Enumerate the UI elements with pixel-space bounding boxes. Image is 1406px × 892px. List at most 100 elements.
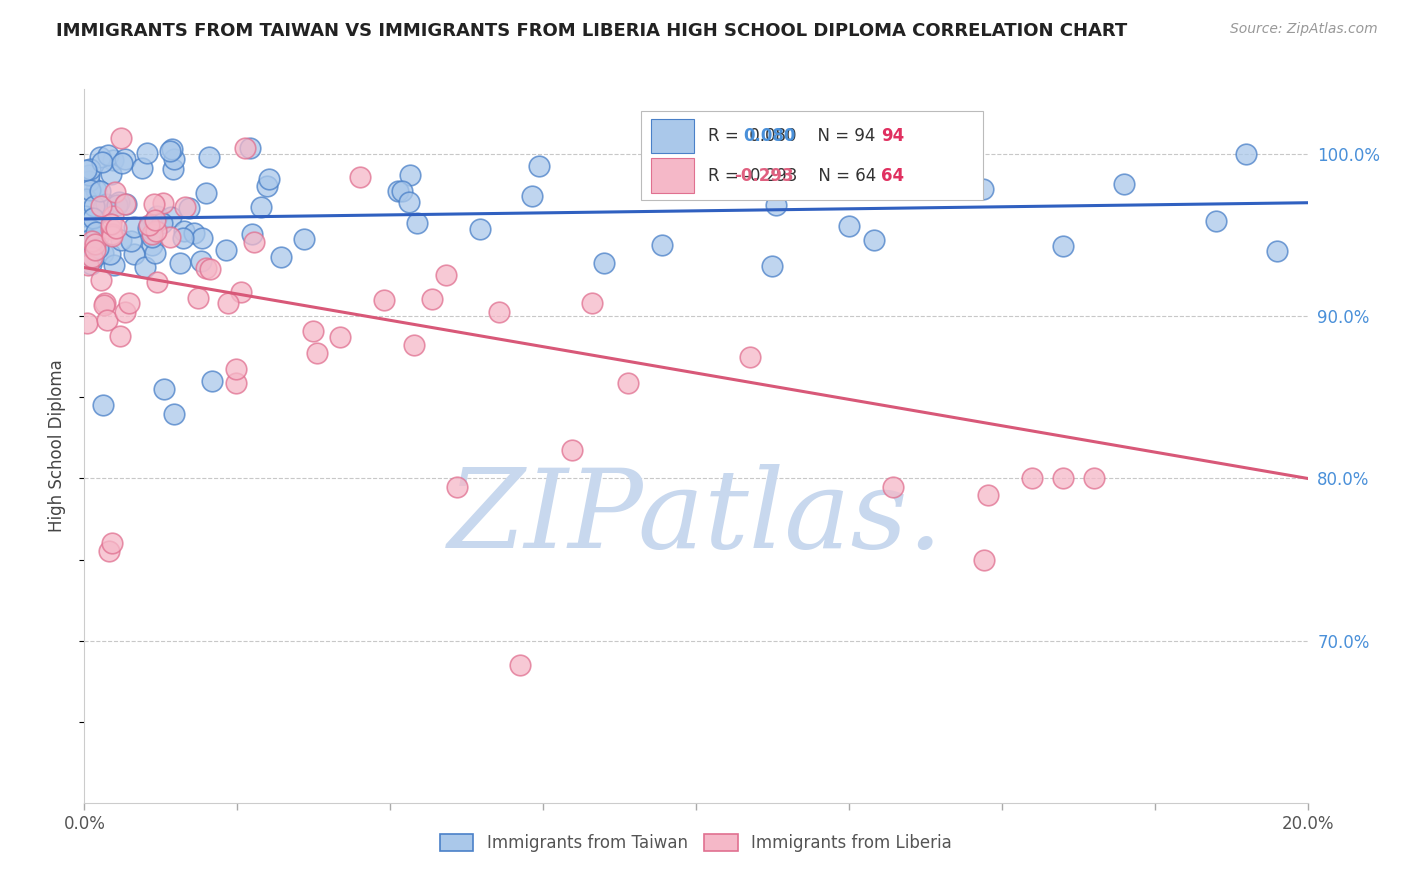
Point [79,222,101,236]
Point [838,219,860,233]
Point [120,234,142,248]
Point [90,273,112,287]
Point [183,226,205,240]
Point [96,203,118,218]
Point [103,153,125,167]
Point [141,238,163,252]
Point [134,260,156,274]
Legend: Immigrants from Taiwan, Immigrants from Liberia: Immigrants from Taiwan, Immigrants from … [433,827,959,859]
Point [882,479,904,493]
Point [292,232,315,246]
Point [91,201,114,215]
Point [79,183,101,197]
Point [1236,146,1258,161]
Point [105,198,128,212]
Point [91,399,114,413]
Point [617,376,640,390]
Point [700,178,723,193]
Point [84,183,107,197]
Point [122,247,145,261]
Text: ZIPatlas.: ZIPatlas. [449,464,943,571]
Point [373,293,395,308]
Point [90,198,112,212]
Point [651,238,673,252]
Point [973,552,995,566]
Point [446,479,468,493]
Text: IMMIGRANTS FROM TAIWAN VS IMMIGRANTS FROM LIBERIA HIGH SCHOOL DIPLOMA CORRELATIO: IMMIGRANTS FROM TAIWAN VS IMMIGRANTS FRO… [56,22,1128,40]
Point [98,247,121,261]
Point [80,234,103,248]
Point [86,230,108,244]
Point [1083,471,1105,485]
Point [406,216,429,230]
Point [581,296,603,310]
Point [215,243,238,257]
Point [77,168,100,182]
Point [488,305,510,319]
Point [145,246,167,260]
Point [187,292,209,306]
Point [146,209,169,223]
Point [256,178,278,193]
Point [97,147,120,161]
Point [111,156,134,170]
Point [162,162,184,177]
Point [398,168,420,182]
Point [108,194,131,209]
Point [108,328,131,343]
Point [89,150,111,164]
Point [398,195,420,210]
Point [141,230,163,244]
Point [143,213,166,227]
Point [1114,177,1136,191]
Point [114,304,136,318]
Text: R =  0.080    N = 94: R = 0.080 N = 94 [709,128,876,145]
Point [522,188,544,202]
Point [863,233,886,247]
Point [159,210,181,224]
Point [104,220,127,235]
Point [84,243,107,257]
Point [1021,471,1043,485]
Point [231,285,253,299]
Point [104,186,127,200]
Point [387,184,409,198]
Point [305,345,328,359]
Point [101,209,124,223]
Point [76,316,98,330]
Point [91,246,114,260]
Point [329,330,352,344]
Point [101,536,124,550]
Point [159,230,181,244]
Point [972,182,994,196]
Point [96,313,118,327]
Point [83,199,105,213]
Point [1052,239,1074,253]
Point [243,235,266,249]
Point [115,197,138,211]
FancyBboxPatch shape [641,111,983,200]
Point [173,200,195,214]
Point [976,488,998,502]
Point [76,258,98,272]
Point [138,221,160,235]
Point [75,192,97,206]
Point [73,209,96,223]
Point [82,250,104,264]
Point [114,152,136,166]
Point [82,211,104,225]
Point [143,196,166,211]
Point [162,142,184,156]
Point [391,184,413,198]
Point [77,233,100,247]
FancyBboxPatch shape [651,120,693,153]
Point [257,172,280,186]
Point [153,382,176,396]
Point [93,296,115,310]
Point [80,257,103,271]
Point [225,362,247,376]
Point [1052,471,1074,485]
Point [1265,244,1288,258]
Point [270,250,292,264]
Point [110,131,132,145]
